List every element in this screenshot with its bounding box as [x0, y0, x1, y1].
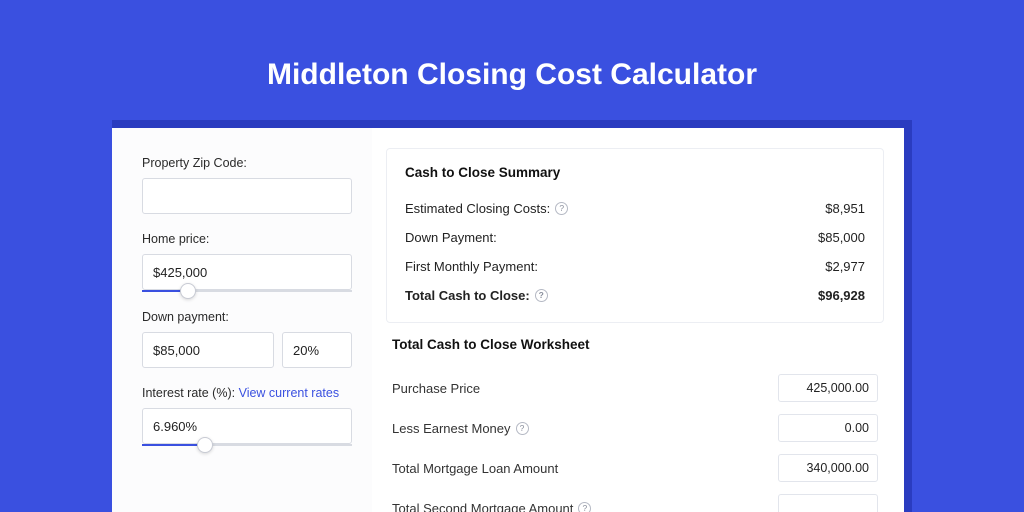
inputs-column: Property Zip Code: Home price: Down paym…: [112, 128, 372, 512]
zip-input[interactable]: [142, 178, 352, 214]
down-payment-field-group: Down payment:: [142, 310, 352, 368]
summary-row-label: Total Cash to Close:?: [405, 288, 548, 303]
summary-row-label: Down Payment:: [405, 230, 497, 245]
worksheet-row-label-text: Purchase Price: [392, 381, 480, 396]
interest-label: Interest rate (%):: [142, 386, 235, 400]
summary-title: Cash to Close Summary: [405, 165, 865, 180]
zip-label: Property Zip Code:: [142, 156, 352, 170]
summary-row: First Monthly Payment: $2,977: [405, 252, 865, 281]
worksheet-row-label-text: Total Mortgage Loan Amount: [392, 461, 558, 476]
summary-row: Estimated Closing Costs:? $8,951: [405, 194, 865, 223]
interest-label-row: Interest rate (%): View current rates: [142, 386, 352, 400]
interest-field-group: Interest rate (%): View current rates: [142, 386, 352, 446]
worksheet-row-label: Purchase Price: [392, 381, 480, 396]
summary-row-value: $85,000: [818, 230, 865, 245]
view-rates-link[interactable]: View current rates: [239, 386, 340, 400]
summary-row-label: First Monthly Payment:: [405, 259, 538, 274]
help-icon[interactable]: ?: [555, 202, 568, 215]
worksheet-row: Purchase Price: [386, 368, 884, 408]
interest-slider[interactable]: [142, 444, 352, 446]
down-payment-row: [142, 332, 352, 368]
summary-row-label-text: First Monthly Payment:: [405, 259, 538, 274]
home-price-slider-wrap: [142, 254, 352, 292]
worksheet-row: Total Second Mortgage Amount?: [386, 488, 884, 512]
zip-field-group: Property Zip Code:: [142, 156, 352, 214]
summary-row-label-text: Estimated Closing Costs:: [405, 201, 550, 216]
summary-row-label: Estimated Closing Costs:?: [405, 201, 568, 216]
worksheet-section: Total Cash to Close Worksheet Purchase P…: [386, 337, 884, 512]
home-price-slider[interactable]: [142, 290, 352, 292]
interest-input[interactable]: [142, 408, 352, 444]
summary-row: Down Payment: $85,000: [405, 223, 865, 252]
interest-slider-fill: [142, 444, 205, 446]
home-price-input[interactable]: [142, 254, 352, 290]
down-payment-input[interactable]: [142, 332, 274, 368]
worksheet-row: Total Mortgage Loan Amount: [386, 448, 884, 488]
card-shadow: Property Zip Code: Home price: Down paym…: [112, 120, 912, 512]
page-title: Middleton Closing Cost Calculator: [0, 0, 1024, 120]
worksheet-row-label-text: Less Earnest Money: [392, 421, 511, 436]
worksheet-row-label: Less Earnest Money?: [392, 421, 529, 436]
worksheet-rows: Purchase Price Less Earnest Money? Total M…: [386, 368, 884, 512]
summary-row: Total Cash to Close:? $96,928: [405, 281, 865, 310]
calculator-card: Property Zip Code: Home price: Down paym…: [112, 128, 904, 512]
results-column: Cash to Close Summary Estimated Closing …: [372, 128, 904, 512]
help-icon[interactable]: ?: [516, 422, 529, 435]
worksheet-row-label-text: Total Second Mortgage Amount: [392, 501, 573, 512]
help-icon[interactable]: ?: [578, 502, 591, 512]
home-price-label: Home price:: [142, 232, 352, 246]
down-payment-label: Down payment:: [142, 310, 352, 324]
worksheet-value-input[interactable]: [778, 454, 878, 482]
summary-row-value: $2,977: [825, 259, 865, 274]
summary-rows: Estimated Closing Costs:? $8,951 Down Paym…: [405, 194, 865, 310]
summary-row-value: $96,928: [818, 288, 865, 303]
summary-row-value: $8,951: [825, 201, 865, 216]
interest-slider-wrap: [142, 408, 352, 446]
help-icon[interactable]: ?: [535, 289, 548, 302]
worksheet-value-input[interactable]: [778, 374, 878, 402]
worksheet-row-label: Total Second Mortgage Amount?: [392, 501, 591, 512]
home-price-field-group: Home price:: [142, 232, 352, 292]
down-payment-pct-input[interactable]: [282, 332, 352, 368]
summary-card: Cash to Close Summary Estimated Closing …: [386, 148, 884, 323]
summary-row-label-text: Down Payment:: [405, 230, 497, 245]
worksheet-value-input[interactable]: [778, 494, 878, 512]
summary-row-label-text: Total Cash to Close:: [405, 288, 530, 303]
worksheet-title: Total Cash to Close Worksheet: [386, 337, 884, 352]
home-price-slider-thumb[interactable]: [180, 283, 196, 299]
worksheet-row: Less Earnest Money?: [386, 408, 884, 448]
worksheet-row-label: Total Mortgage Loan Amount: [392, 461, 558, 476]
worksheet-value-input[interactable]: [778, 414, 878, 442]
interest-slider-thumb[interactable]: [197, 437, 213, 453]
